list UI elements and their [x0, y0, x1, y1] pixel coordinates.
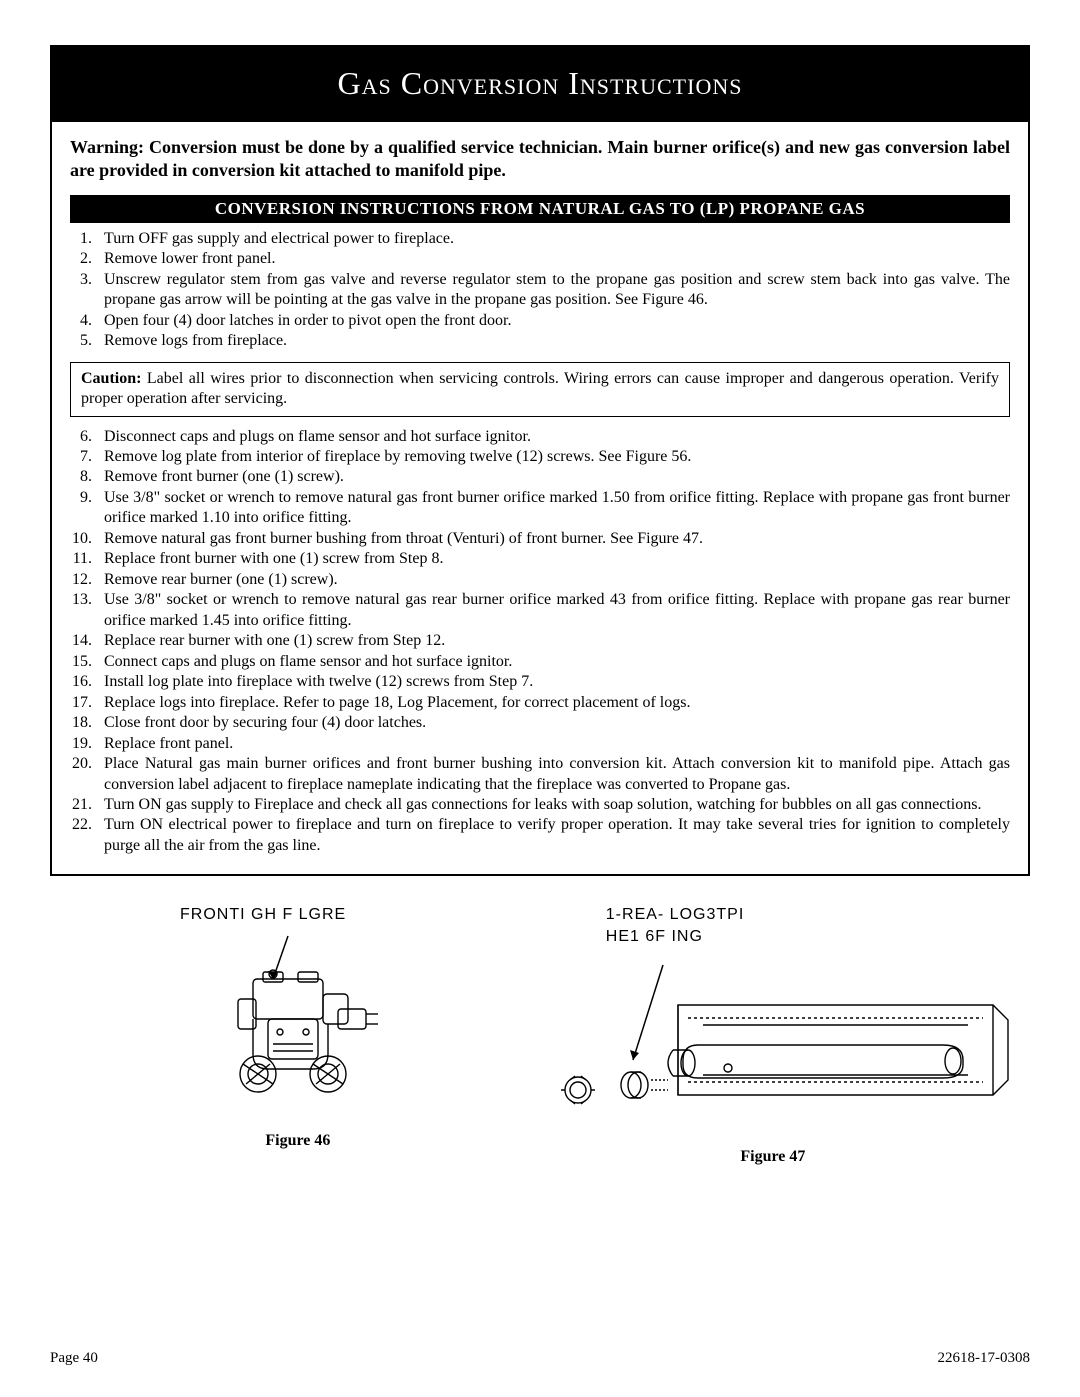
step-item: Replace front burner with one (1) screw …	[96, 549, 1010, 569]
page-footer: Page 40 22618-17-0308	[50, 1350, 1030, 1367]
step-item: Remove front burner (one (1) screw).	[96, 467, 1010, 487]
step-item: Remove natural gas front burner bushing …	[96, 529, 1010, 549]
step-item: Place Natural gas main burner orifices a…	[96, 754, 1010, 795]
caution-bold: Caution:	[81, 370, 141, 387]
step-item: Disconnect caps and plugs on flame senso…	[96, 427, 1010, 447]
content-border: Warning: Conversion must be done by a qu…	[50, 122, 1030, 876]
figure-46-top-label: FRONTI GH F LGRE	[180, 906, 346, 923]
footer-page-number: Page 40	[50, 1350, 98, 1367]
step-item: Turn ON gas supply to Fireplace and chec…	[96, 795, 1010, 815]
caution-box: Caution: Label all wires prior to discon…	[70, 362, 1010, 417]
step-item: Replace front panel.	[96, 734, 1010, 754]
step-item: Remove logs from fireplace.	[96, 331, 1010, 351]
steps-list-b: Disconnect caps and plugs on flame senso…	[70, 427, 1010, 857]
steps-list-a: Turn OFF gas supply and electrical power…	[70, 229, 1010, 352]
figure-47-top-label-1: 1-REA- LOG3TPI	[606, 906, 1030, 924]
step-item: Unscrew regulator stem from gas valve an…	[96, 270, 1010, 311]
step-item: Use 3/8" socket or wrench to remove natu…	[96, 590, 1010, 631]
step-item: Remove lower front panel.	[96, 249, 1010, 269]
figure-47-drawing	[523, 950, 1023, 1140]
figure-47-block: 1-REA- LOG3TPI HE1 6F ING	[516, 906, 1030, 1166]
figure-46-block: FRONTI GH F LGRE	[110, 906, 486, 1150]
footer-doc-number: 22618-17-0308	[938, 1350, 1031, 1367]
figure-47-top-label-2: HE1 6F ING	[606, 928, 1030, 946]
step-item: Turn ON electrical power to fireplace an…	[96, 815, 1010, 856]
step-item: Remove rear burner (one (1) screw).	[96, 570, 1010, 590]
figures-row: FRONTI GH F LGRE	[50, 906, 1030, 1166]
sub-banner: CONVERSION INSTRUCTIONS FROM NATURAL GAS…	[70, 195, 1010, 223]
page-title-text: Gas Conversion Instructions	[338, 65, 743, 101]
step-item: Connect caps and plugs on flame sensor a…	[96, 652, 1010, 672]
step-item: Replace rear burner with one (1) screw f…	[96, 631, 1010, 651]
step-item: Close front door by securing four (4) do…	[96, 713, 1010, 733]
step-item: Turn OFF gas supply and electrical power…	[96, 229, 1010, 249]
step-item: Install log plate into fireplace with tw…	[96, 672, 1010, 692]
step-item: Remove log plate from interior of firepl…	[96, 447, 1010, 467]
figure-46-caption: Figure 46	[265, 1132, 330, 1150]
manual-page: Gas Conversion Instructions Warning: Con…	[0, 0, 1080, 1397]
caution-text: Label all wires prior to disconnection w…	[81, 370, 999, 407]
warning-text: Warning: Conversion must be done by a qu…	[70, 136, 1010, 183]
figure-46-drawing	[168, 924, 428, 1124]
step-item: Open four (4) door latches in order to p…	[96, 311, 1010, 331]
figure-47-caption: Figure 47	[740, 1148, 805, 1166]
step-item: Replace logs into fireplace. Refer to pa…	[96, 693, 1010, 713]
page-title-banner: Gas Conversion Instructions	[50, 45, 1030, 122]
step-item: Use 3/8" socket or wrench to remove natu…	[96, 488, 1010, 529]
